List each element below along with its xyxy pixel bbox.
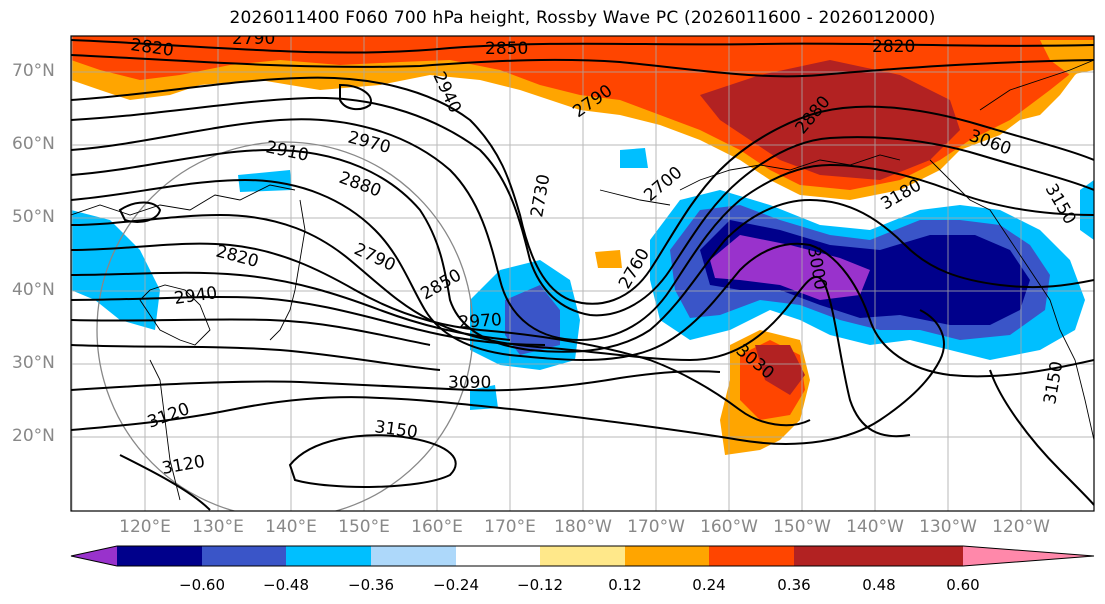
map-plot-area: 2820 2790 2850 2820 2940 2970 2910 2880 …	[71, 29, 1094, 511]
lat-label-70n: 70°N	[12, 61, 55, 81]
lon-label: 150°E	[338, 517, 390, 537]
colorbar-segment	[794, 546, 879, 566]
lon-label: 170°E	[484, 517, 536, 537]
colorbar-tick-label: 0.48	[862, 576, 896, 594]
colorbar-segment	[202, 546, 286, 566]
lon-label: 120°E	[119, 517, 171, 537]
lon-label: 170°W	[627, 517, 685, 537]
lon-label: 160°E	[411, 517, 463, 537]
colorbar-tick-label: −0.60	[179, 576, 225, 594]
colorbar-extend-high	[879, 546, 963, 566]
colorbar-tick-label: −0.36	[348, 576, 394, 594]
colorbar-tick-label: −0.12	[517, 576, 563, 594]
colorbar-segment	[286, 546, 371, 566]
colorbar-outline	[70, 545, 1095, 567]
graticule	[71, 36, 1094, 511]
lat-label-50n: 50°N	[12, 207, 55, 227]
lon-label: 140°E	[265, 517, 317, 537]
positive-anomaly-subtropical	[595, 250, 810, 455]
contour-label: 2850	[485, 39, 528, 59]
lon-label: 120°W	[992, 517, 1050, 537]
contour-label: 2970	[458, 310, 503, 333]
plot-frame	[70, 35, 1095, 512]
lat-label-30n: 30°N	[12, 353, 55, 373]
colorbar-extend-high-tip	[963, 546, 1094, 566]
colorbar-segment	[456, 546, 540, 566]
colorbar-segment	[625, 546, 709, 566]
lon-label: 180°W	[554, 517, 612, 537]
colorbar-tick-label: 0.36	[777, 576, 811, 594]
colorbar-segment	[117, 546, 202, 566]
colorbar-segment	[371, 546, 456, 566]
lat-label-60n: 60°N	[12, 134, 55, 154]
lat-label-20n: 20°N	[12, 426, 55, 446]
lat-label-40n: 40°N	[12, 280, 55, 300]
map-title: 2026011400 F060 700 hPa height, Rossby W…	[229, 8, 936, 28]
lon-label: 160°W	[700, 517, 758, 537]
colorbar-tick-label: 0.60	[946, 576, 980, 594]
lon-label: 130°W	[919, 517, 977, 537]
contour-label: 2820	[872, 37, 915, 57]
contour-label: 2790	[232, 29, 275, 49]
lon-label: 130°E	[192, 517, 244, 537]
colorbar-segment	[540, 546, 625, 566]
height-contours	[71, 39, 1094, 511]
colorbar-tick-label: 0.12	[608, 576, 642, 594]
colorbar-segment	[709, 546, 794, 566]
lon-label: 140°W	[846, 517, 904, 537]
colorbar-extend-low	[71, 546, 117, 566]
colorbar-tick-label: 0.24	[692, 576, 726, 594]
colorbar-tick-label: −0.48	[263, 576, 309, 594]
contour-label: 3090	[448, 373, 491, 393]
colorbar-tick-label: −0.24	[433, 576, 479, 594]
colorbar	[70, 545, 1095, 567]
lon-label: 150°W	[773, 517, 831, 537]
